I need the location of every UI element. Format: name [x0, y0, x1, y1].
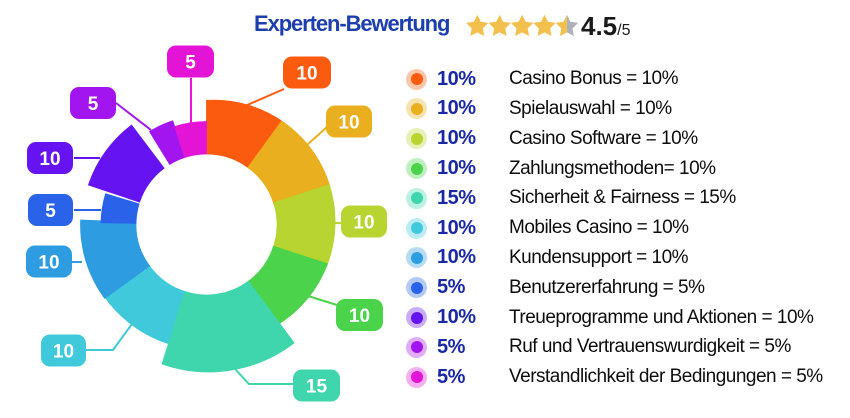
- svg-text:10: 10: [353, 212, 374, 233]
- svg-text:10: 10: [296, 63, 317, 84]
- svg-text:5: 5: [185, 52, 196, 73]
- svg-text:10: 10: [53, 341, 74, 362]
- svg-text:10: 10: [338, 112, 359, 133]
- svg-text:5: 5: [45, 201, 56, 222]
- svg-text:10: 10: [38, 252, 59, 273]
- svg-text:15: 15: [306, 376, 328, 397]
- svg-text:10: 10: [349, 306, 370, 327]
- svg-text:5: 5: [88, 94, 99, 115]
- svg-text:10: 10: [39, 149, 60, 170]
